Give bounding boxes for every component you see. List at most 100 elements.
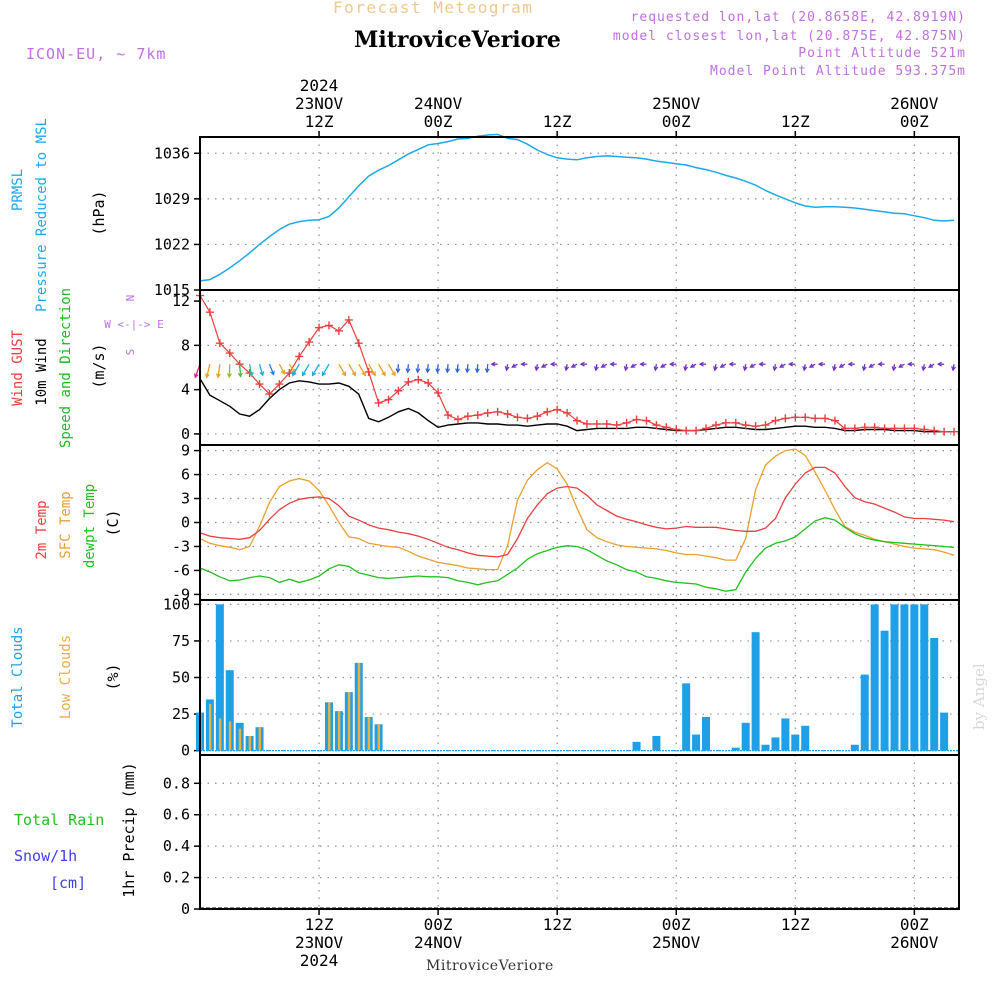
gust-point	[255, 380, 264, 389]
y-tick-label: 75	[172, 632, 190, 650]
wind-direction-arrowhead	[877, 361, 883, 367]
total-cloud-bar	[225, 670, 234, 751]
total-cloud-bar	[860, 674, 869, 751]
gust-point	[731, 418, 740, 427]
wind-direction-arrowhead	[898, 363, 904, 368]
footer-location: MitroviceVeriore	[426, 958, 554, 974]
precip-unit: 1hr Precip (mm)	[120, 762, 138, 897]
time-label-top-date: 26NOV	[890, 94, 939, 113]
wind-direction-arrowhead	[639, 361, 645, 367]
temp-sfc-label: SFC Temp	[58, 491, 74, 558]
pressure-series-line	[199, 133, 955, 282]
time-label-bottom-year: 2024	[300, 951, 339, 970]
wind-direction-arrowhead	[361, 371, 366, 377]
gust-point	[761, 421, 770, 430]
gust-point	[404, 377, 413, 386]
gust-point	[453, 415, 462, 424]
time-label-bottom-hour: 00Z	[900, 915, 929, 934]
y-tick-label: 6	[181, 466, 190, 484]
wind-direction-arrowhead	[280, 369, 286, 375]
wind-gust-line	[199, 295, 954, 433]
time-label-top-hour: 00Z	[424, 112, 453, 131]
gust-point	[950, 427, 959, 436]
wind-direction-arrowhead	[391, 371, 396, 377]
wind-10m-label: 10m Wind	[34, 338, 50, 405]
time-label-bottom-hour: 12Z	[305, 915, 334, 934]
header-title-top: Forecast Meteogram	[333, 0, 534, 17]
time-label-top-hour: 00Z	[662, 112, 691, 131]
wind-direction-arrowhead	[465, 368, 470, 374]
time-label-top-year: 2024	[300, 76, 339, 95]
wind-direction-arrowhead	[808, 363, 814, 368]
wind-direction-arrowhead	[951, 366, 956, 372]
gust-point	[890, 424, 899, 433]
gust-point	[364, 367, 373, 376]
panel-frame	[199, 754, 960, 910]
wind-direction-arrow	[292, 363, 300, 376]
gust-point	[424, 379, 433, 387]
gust-point	[632, 415, 641, 424]
wind-direction-arrow	[217, 364, 221, 378]
wind-direction-arrowhead	[660, 363, 666, 368]
wind-direction-arrowhead	[921, 366, 927, 372]
header-location: MitroviceVeriore	[354, 27, 561, 53]
total-cloud-bar	[850, 744, 859, 751]
gust-point	[573, 416, 582, 425]
wind-direction-arrow	[311, 363, 320, 376]
wind-direction-arrowhead	[395, 368, 401, 374]
gust-point	[840, 424, 849, 433]
wind-direction-arrow	[358, 363, 366, 376]
gust-point	[295, 352, 304, 361]
low-cloud-bar	[258, 727, 262, 751]
wind-direction-arrow	[368, 363, 376, 376]
wind-direction-arrow	[416, 364, 419, 373]
wind-direction-arrowhead	[600, 363, 606, 368]
clouds-unit: (%)	[104, 663, 122, 690]
gust-point	[533, 412, 542, 421]
wind-direction-arrow	[426, 364, 429, 373]
wind-direction-arrowhead	[788, 361, 794, 367]
time-label-bottom-hour: 00Z	[424, 915, 453, 934]
wind-direction-arrowhead	[341, 371, 347, 377]
wind-direction-arrowhead	[570, 363, 576, 368]
time-label-bottom-hour: 00Z	[662, 915, 691, 934]
wind-direction-arrowhead	[832, 366, 837, 372]
wind-direction-arrowhead	[455, 368, 460, 374]
low-cloud-bar	[327, 702, 331, 751]
gust-point	[205, 308, 214, 317]
gust-point	[592, 419, 601, 428]
wind-direction-arrow	[348, 363, 356, 376]
wind-direction-arrowhead	[490, 361, 496, 367]
total-cloud-bar	[761, 744, 770, 751]
wind-direction-arrowhead	[311, 371, 317, 377]
wind-direction-arrow	[288, 363, 296, 374]
wind-direction-arrow	[436, 364, 439, 373]
pressure-label: PRMSL	[10, 169, 26, 211]
wind-unit: (m/s)	[90, 343, 108, 388]
wind-direction-arrow	[206, 364, 211, 378]
total-cloud-bar	[791, 734, 800, 751]
wind-direction-arrowhead	[593, 366, 599, 372]
gust-point	[612, 421, 621, 430]
gust-point	[285, 369, 294, 378]
wind-direction-arrowhead	[504, 366, 510, 372]
wind-direction-arrowhead	[445, 368, 451, 374]
gust-point	[315, 323, 324, 332]
gust-point	[265, 390, 274, 399]
y-tick-label: 25	[172, 705, 190, 723]
wind-direction-arrow	[321, 363, 330, 376]
y-tick-label: 0	[181, 742, 190, 760]
gust-point	[553, 405, 562, 414]
gust-point	[662, 423, 671, 432]
compass-n: N	[124, 295, 137, 302]
wind-direction-arrowhead	[579, 361, 585, 367]
wind-direction-arrowhead	[749, 363, 755, 368]
low-cloud-bar	[218, 718, 222, 751]
gust-point	[523, 414, 532, 423]
time-label-bottom-hour: 12Z	[781, 915, 810, 934]
wind-direction-arrow	[378, 363, 386, 376]
total-cloud-bar	[920, 604, 929, 751]
time-label-top-date: 24NOV	[414, 94, 463, 113]
total-cloud-bar	[910, 604, 919, 751]
